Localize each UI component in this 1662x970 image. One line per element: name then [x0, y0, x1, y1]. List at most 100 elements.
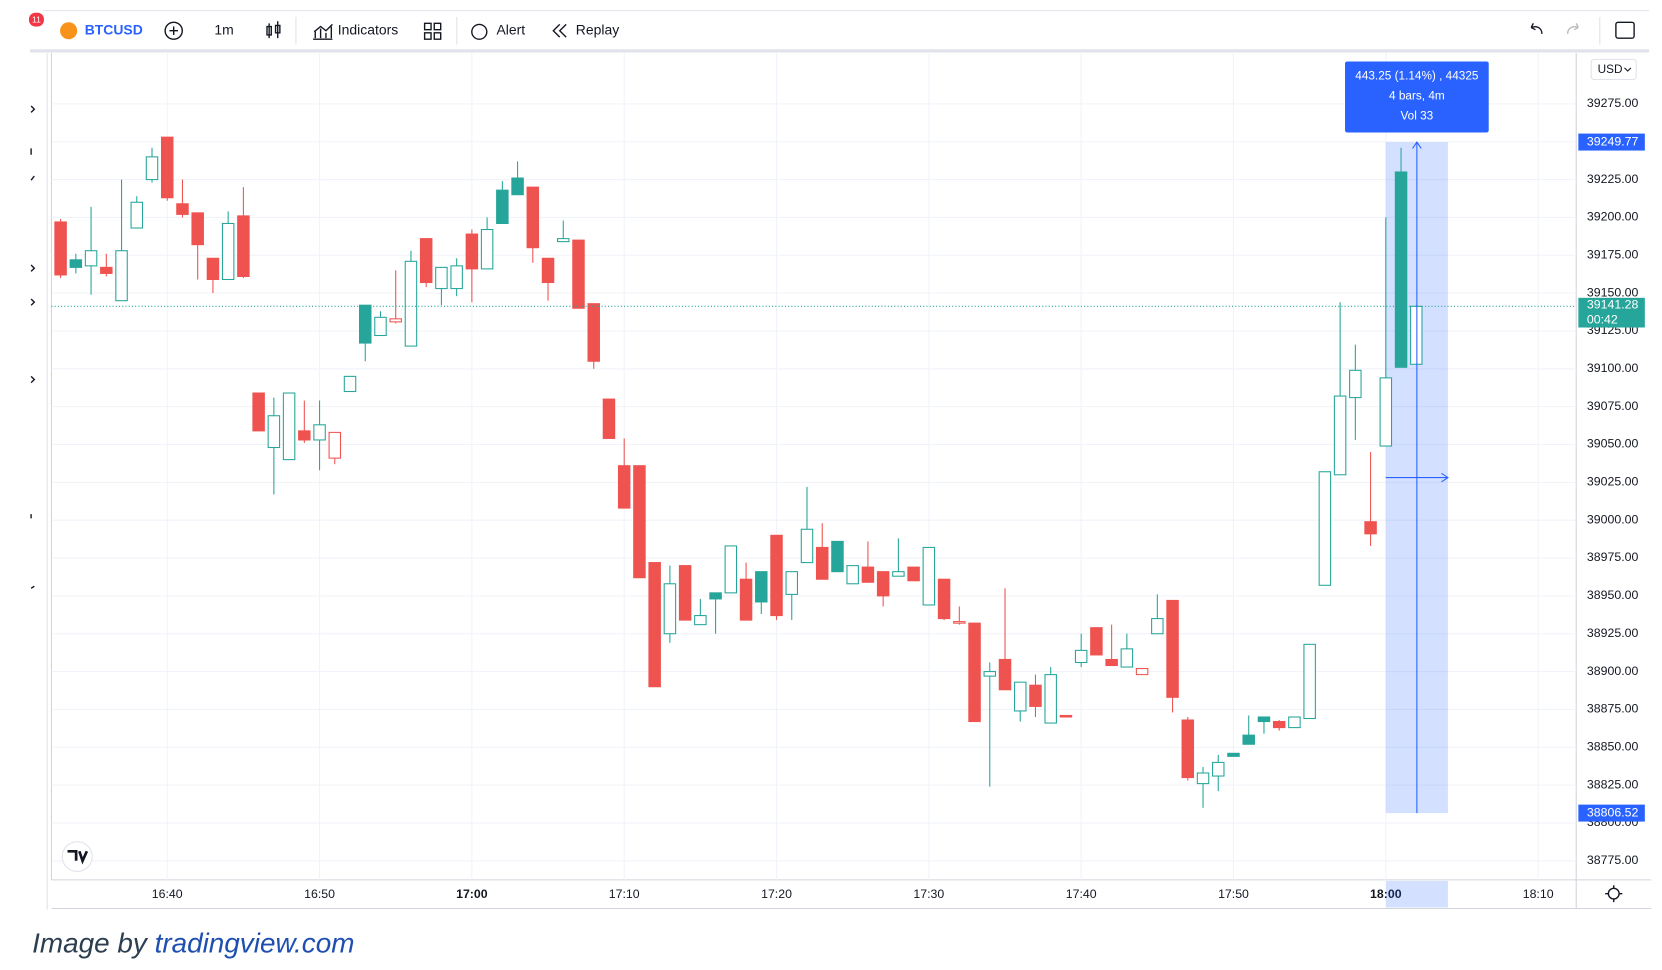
y-tick-label: 39200.00	[1587, 210, 1639, 224]
replay[interactable]: Replay	[576, 21, 619, 37]
last-price-label: 39141.28	[1587, 298, 1639, 312]
candle-body	[435, 266, 448, 290]
candle-body	[1135, 668, 1149, 676]
candle-body	[831, 540, 844, 573]
countdown: 00:42	[1587, 312, 1618, 326]
candle-body	[1303, 643, 1316, 720]
candle-body	[191, 212, 204, 246]
y-tick-label: 39275.00	[1587, 96, 1639, 110]
y-tick-label: 38975.00	[1587, 550, 1639, 564]
candle-body	[937, 578, 951, 620]
candle-body	[739, 578, 753, 621]
y-tick-label: 38875.00	[1587, 702, 1639, 716]
fullscreen[interactable]	[1615, 21, 1635, 39]
candle-body	[1394, 171, 1408, 368]
candle-body	[694, 615, 707, 626]
indicators-icon	[313, 23, 333, 40]
candle-body	[511, 177, 524, 196]
candle-body	[1029, 684, 1042, 707]
measure-tooltip-line: Vol 33	[1400, 110, 1433, 123]
candle-body	[846, 565, 859, 585]
candle-body	[1227, 752, 1240, 757]
candle-body	[389, 318, 402, 323]
left-tools[interactable]	[30, 105, 36, 589]
candle-body	[84, 250, 98, 267]
candle-body	[282, 392, 296, 461]
y-tick-label: 38825.00	[1587, 777, 1639, 791]
symbol[interactable]: BTCUSD	[85, 21, 143, 37]
alert-icon	[471, 23, 488, 40]
y-tick-label: 39000.00	[1587, 512, 1639, 526]
add-symbol-plus	[169, 26, 178, 35]
y-tick-label: 39225.00	[1587, 172, 1639, 186]
y-tick-label: 39100.00	[1587, 361, 1639, 375]
candle-body	[922, 546, 936, 606]
caption: Image by tradingview.com	[32, 928, 354, 959]
alert[interactable]: Alert	[496, 21, 525, 37]
candle-body	[785, 571, 799, 595]
candle-body	[374, 316, 387, 337]
candle-body	[1044, 674, 1057, 724]
y-tick-label: 38850.00	[1587, 740, 1639, 754]
caption-prefix: Image by	[32, 928, 149, 959]
candle-body	[1242, 734, 1255, 745]
candle-body	[1013, 681, 1027, 712]
candles	[54, 136, 1423, 808]
x-tick-label: 17:10	[609, 887, 640, 901]
candle-body	[755, 571, 768, 603]
candle-body	[130, 201, 144, 229]
y-tick-label: 38950.00	[1587, 588, 1639, 602]
candle-body	[770, 534, 783, 617]
redo[interactable]	[1566, 23, 1579, 34]
candle-body	[480, 228, 494, 270]
y-tick-label: 38900.00	[1587, 664, 1639, 678]
add-symbol[interactable]	[164, 21, 183, 40]
candle-body	[633, 465, 646, 579]
candle-body	[343, 375, 357, 393]
candle-body	[1288, 716, 1301, 729]
x-tick-label: 17:40	[1066, 887, 1097, 901]
x-tick-label: 16:50	[304, 887, 335, 901]
currency-button[interactable]	[1590, 58, 1637, 81]
tv-logo-mark	[67, 849, 89, 865]
candle-body	[54, 221, 67, 276]
candle-body	[1090, 627, 1103, 656]
y-tick-label: 39150.00	[1587, 285, 1639, 299]
caption-link[interactable]: tradingview.com	[155, 928, 355, 959]
candle-body	[450, 265, 463, 290]
candle-body	[1059, 714, 1073, 718]
chart-type[interactable]	[266, 21, 281, 39]
interval[interactable]: 1m	[214, 21, 233, 37]
candle-body	[419, 238, 433, 284]
candle-body	[1212, 761, 1225, 777]
candle-body	[617, 465, 631, 509]
candle-body	[648, 562, 661, 688]
candle-body	[1257, 716, 1271, 723]
candle-body	[709, 592, 722, 600]
y-tick-label: 38925.00	[1587, 626, 1639, 640]
candle-body	[602, 398, 616, 439]
measure-price-box	[1578, 133, 1645, 151]
candle-body	[176, 203, 189, 215]
candle-body	[206, 257, 220, 281]
candle-body	[252, 392, 265, 432]
x-tick-label: 17:20	[761, 887, 792, 901]
candle-body	[100, 266, 113, 274]
candle-body	[1181, 719, 1195, 779]
candle-body	[800, 528, 814, 564]
candle-body	[541, 257, 555, 284]
measure-time-range	[1385, 880, 1448, 908]
measure-arrows	[1385, 141, 1449, 814]
toolbar: 11 BTCUSD 1m Indicators Alert Replay	[28, 10, 1650, 53]
badge[interactable]	[28, 12, 44, 27]
candle-body	[237, 215, 250, 277]
indicators[interactable]: Indicators	[338, 21, 398, 37]
measure-tooltip	[1345, 61, 1489, 133]
measure-tooltip-line: 4 bars, 4m	[1389, 90, 1445, 103]
templates[interactable]	[423, 22, 442, 40]
candle-body	[115, 250, 128, 302]
candle-body	[1166, 599, 1179, 698]
undo[interactable]	[1530, 23, 1543, 34]
